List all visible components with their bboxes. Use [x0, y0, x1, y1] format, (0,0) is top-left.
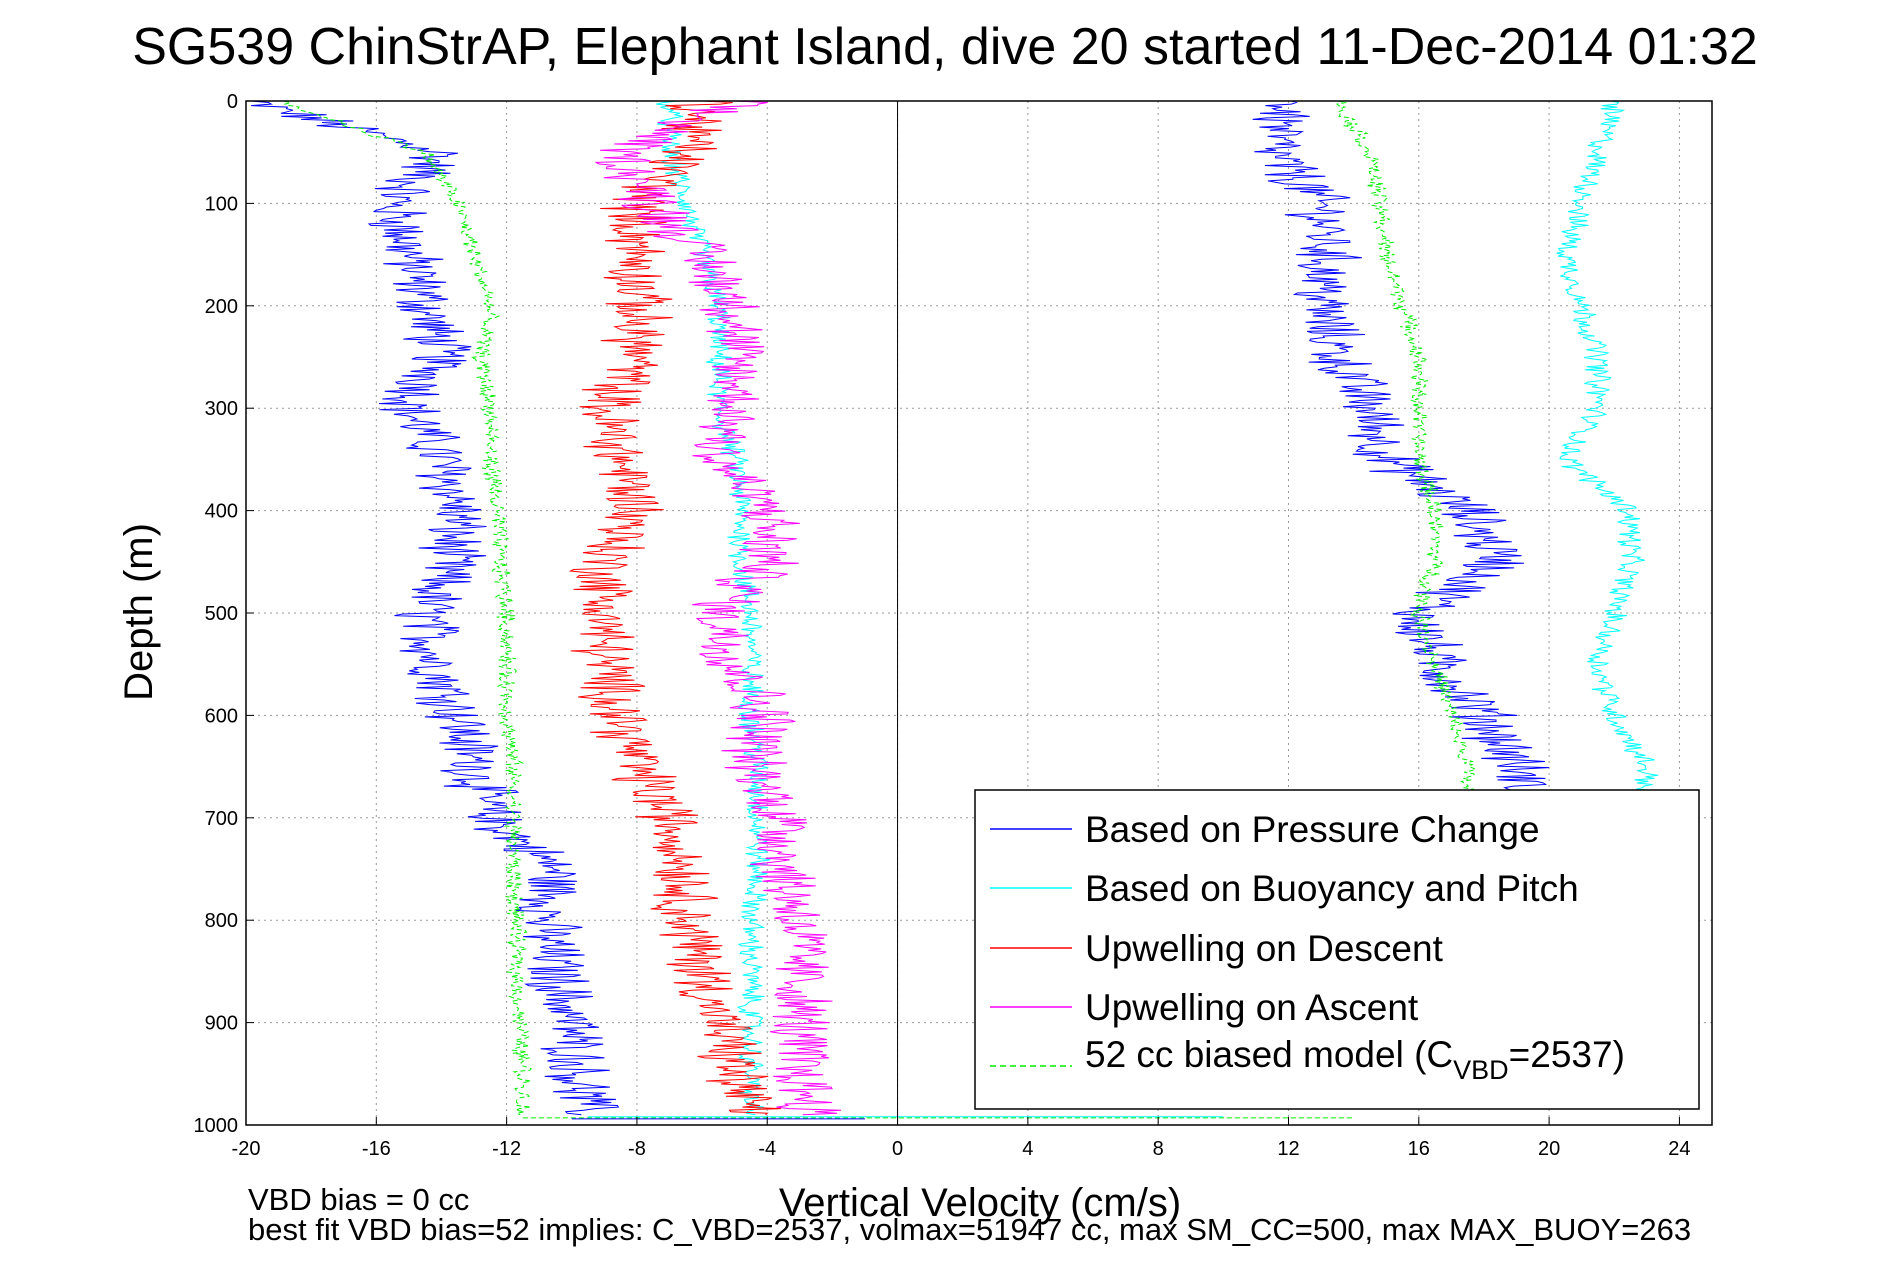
chart-title: SG539 ChinStrAP, Elephant Island, dive 2…: [132, 18, 1758, 76]
legend-label-buoyancy: Based on Buoyancy and Pitch: [1085, 868, 1579, 909]
y-tick-label: 1000: [194, 1115, 239, 1137]
y-tick-label: 200: [205, 296, 238, 318]
y-tick-label: 100: [205, 193, 238, 215]
series-4-ascent-line: [1336, 100, 1478, 817]
legend-label-pressure: Based on Pressure Change: [1085, 809, 1540, 850]
x-tick-label: 12: [1277, 1138, 1299, 1160]
best-fit-note: best fit VBD bias=52 implies: C_VBD=2537…: [248, 1212, 1691, 1247]
series-0-descent-line: [251, 100, 620, 1116]
series-0-ascent-line: [1252, 100, 1555, 818]
y-tick-label: 0: [227, 91, 238, 113]
x-tick-label: 20: [1538, 1138, 1560, 1160]
y-tick-label: 600: [205, 705, 238, 727]
x-tick-label: -12: [492, 1138, 521, 1160]
x-tick-label: -16: [362, 1138, 391, 1160]
legend-label-biased-model-tail: =2537): [1509, 1034, 1625, 1075]
y-axis-ticks: 0 100 200 300 400 500 600 700 800 900 1000: [194, 91, 254, 1137]
legend-label-biased-model-main: 52 cc biased model (C: [1085, 1034, 1453, 1075]
x-tick-label: 24: [1668, 1138, 1690, 1160]
legend: Based on Pressure Change Based on Buoyan…: [974, 789, 1700, 1110]
x-tick-label: -20: [232, 1138, 261, 1160]
y-tick-label: 500: [205, 603, 238, 625]
series-4-descent-line: [283, 100, 533, 1116]
y-tick-label: 900: [205, 1013, 238, 1035]
x-tick-label: 4: [1022, 1138, 1033, 1160]
y-axis-label: Depth (m): [117, 523, 161, 701]
legend-box: [974, 789, 1700, 1110]
legend-label-biased-model-sub: VBD: [1453, 1055, 1509, 1085]
x-tick-label: 8: [1153, 1138, 1164, 1160]
vbd-bias-note: VBD bias = 0 cc: [248, 1182, 469, 1217]
x-tick-label: 0: [892, 1138, 903, 1160]
series-1-ascent-line: [1556, 100, 1659, 818]
legend-label-biased-model: 52 cc biased model (CVBD=2537): [1085, 1034, 1625, 1085]
y-tick-label: 700: [205, 808, 238, 830]
series-2-descent-line: [568, 100, 782, 1116]
x-axis-ticks: -20 -16 -12 -8 -4 0 4 8 12 16 20 24: [232, 1117, 1691, 1160]
y-tick-label: 300: [205, 398, 238, 420]
x-axis-label: Vertical Velocity (cm/s): [779, 1181, 1181, 1225]
y-tick-label: 800: [205, 910, 238, 932]
series-1-descent-line: [656, 100, 771, 1116]
x-tick-label: 16: [1408, 1138, 1430, 1160]
x-tick-label: -4: [758, 1138, 776, 1160]
legend-label-upwelling-ascent: Upwelling on Ascent: [1085, 987, 1419, 1028]
y-tick-label: 400: [205, 501, 238, 523]
x-tick-label: -8: [628, 1138, 646, 1160]
legend-label-upwelling-descent: Upwelling on Descent: [1085, 928, 1444, 969]
series-3-descent-line: [595, 100, 842, 1116]
